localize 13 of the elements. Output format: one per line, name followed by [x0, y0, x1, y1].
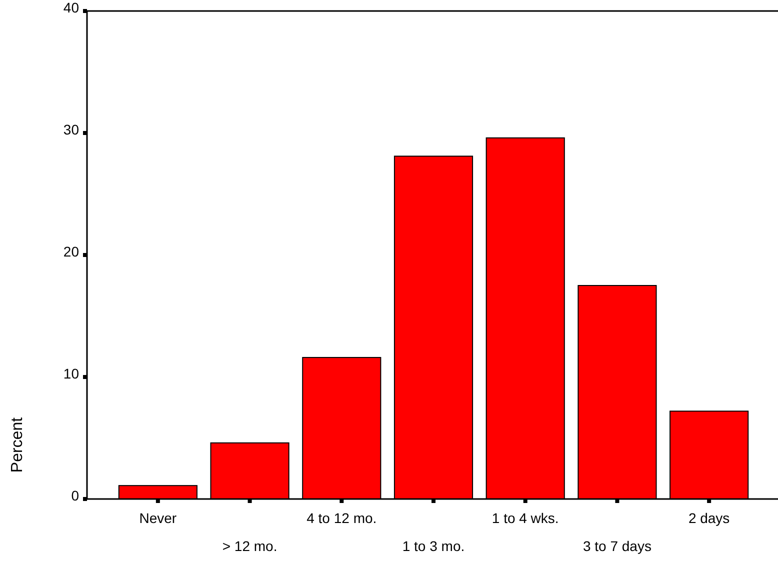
x-tick-label: 1 to 4 wks.: [492, 510, 559, 526]
y-tick-label: 0: [71, 487, 80, 504]
x-tick-label: 4 to 12 mo.: [306, 510, 377, 526]
y-tick-label: 30: [63, 121, 80, 138]
y-tick-label: 40: [63, 0, 80, 16]
y-tick-label: 10: [63, 365, 80, 382]
x-tick-label: 3 to 7 days: [582, 538, 652, 554]
x-tick-label: 2 days: [688, 510, 730, 526]
y-tick-label: 20: [63, 243, 80, 260]
x-tick-label: 1 to 3 mo.: [402, 538, 465, 554]
x-tick-label: > 12 mo.: [222, 538, 278, 554]
x-tick-label: Never: [139, 510, 177, 526]
y-axis-title: Percent: [9, 416, 26, 473]
